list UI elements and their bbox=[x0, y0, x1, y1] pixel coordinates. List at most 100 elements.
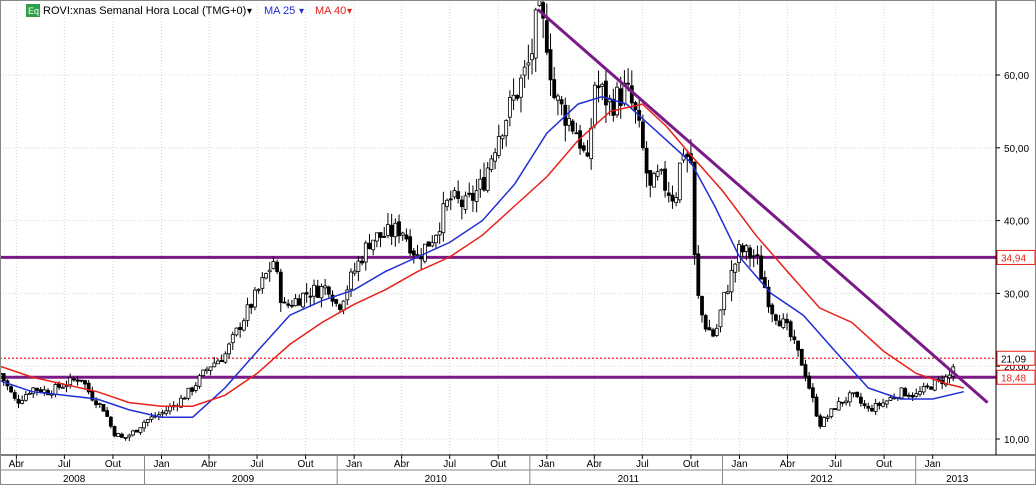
candle-body bbox=[216, 360, 220, 365]
candle-body bbox=[179, 397, 183, 408]
x-tick-label: Jul bbox=[251, 459, 264, 470]
candle-body bbox=[640, 121, 645, 149]
candle-body bbox=[467, 192, 472, 195]
candle-body bbox=[921, 386, 926, 393]
ma25-dropdown-icon[interactable]: ▾ bbox=[299, 6, 304, 17]
candle-body bbox=[60, 386, 65, 389]
candle-body bbox=[659, 169, 664, 172]
candle-body bbox=[914, 393, 919, 397]
x-tick-label: Jan bbox=[153, 459, 169, 470]
candle-body bbox=[677, 162, 682, 201]
candle-body bbox=[559, 99, 564, 105]
candle-body bbox=[515, 94, 520, 99]
candle-body bbox=[899, 387, 904, 399]
candle-body bbox=[374, 232, 379, 242]
candle-body bbox=[537, 0, 542, 7]
level-label: 18,48 bbox=[1001, 373, 1026, 384]
candle-body bbox=[208, 366, 213, 371]
candle-body bbox=[600, 83, 605, 87]
horizontal-levels bbox=[0, 255, 996, 379]
candle-body bbox=[393, 222, 398, 238]
candle-body bbox=[108, 416, 113, 427]
candle-body bbox=[840, 401, 845, 404]
candle-body bbox=[947, 374, 952, 379]
candle-body bbox=[378, 232, 383, 238]
candle-body bbox=[57, 383, 62, 388]
candle-body bbox=[53, 384, 58, 395]
candle-body bbox=[275, 261, 280, 272]
candle-body bbox=[762, 277, 767, 288]
candle-body bbox=[415, 254, 420, 256]
candle-body bbox=[301, 292, 305, 308]
candle-body bbox=[851, 392, 856, 395]
ma40-legend[interactable]: MA 40 bbox=[315, 5, 346, 17]
candle-body bbox=[533, 9, 538, 59]
candle-body bbox=[75, 379, 80, 382]
candle-body bbox=[245, 304, 250, 321]
candle-body bbox=[496, 136, 501, 156]
candle-body bbox=[83, 380, 87, 385]
candle-body bbox=[249, 304, 254, 308]
ma25-line bbox=[0, 96, 964, 418]
candle-body bbox=[814, 396, 819, 417]
x-tick-label: Out bbox=[105, 459, 121, 470]
candle-body bbox=[289, 304, 294, 307]
candle-body bbox=[134, 429, 139, 433]
instrument-dropdown-icon[interactable]: ▾ bbox=[247, 6, 252, 17]
candle-body bbox=[182, 397, 187, 400]
x-tick-label: Out bbox=[683, 459, 699, 470]
candle-body bbox=[227, 343, 231, 355]
candle-body bbox=[478, 178, 483, 190]
candle-body bbox=[456, 191, 461, 200]
candle-body bbox=[71, 378, 76, 381]
level-label-box bbox=[996, 249, 1036, 265]
candle-body bbox=[452, 189, 457, 198]
candle-body bbox=[570, 120, 575, 132]
candle-body bbox=[304, 292, 309, 295]
candle-body bbox=[448, 198, 453, 201]
ma25-legend[interactable]: MA 25 bbox=[264, 5, 295, 17]
equity-badge[interactable] bbox=[26, 4, 40, 17]
candle-body bbox=[97, 403, 102, 406]
candle-body bbox=[363, 242, 368, 263]
candle-body bbox=[256, 288, 261, 291]
candle-body bbox=[696, 253, 701, 296]
y-tick-label: 50,00 bbox=[1004, 144, 1029, 155]
candle-body bbox=[367, 242, 372, 250]
ma40-dropdown-icon[interactable]: ▾ bbox=[347, 6, 352, 17]
candle-body bbox=[541, 2, 546, 19]
candle-body bbox=[193, 385, 198, 391]
candle-body bbox=[253, 289, 257, 308]
candle-body bbox=[703, 315, 708, 330]
candle-body bbox=[925, 385, 930, 388]
candle-body bbox=[397, 221, 401, 237]
candle-body bbox=[552, 79, 557, 99]
candle-body bbox=[785, 318, 789, 324]
candle-body bbox=[748, 247, 752, 258]
candle-body bbox=[788, 321, 793, 338]
candle-body bbox=[822, 417, 826, 427]
candle-body bbox=[271, 261, 276, 269]
candle-body bbox=[12, 392, 17, 399]
candle-body bbox=[230, 334, 235, 344]
candle-body bbox=[485, 167, 490, 191]
candle-body bbox=[907, 394, 911, 397]
x-tick-label: Abr bbox=[201, 459, 217, 470]
candle-body bbox=[234, 327, 239, 336]
candle-body bbox=[463, 195, 468, 210]
candle-body bbox=[574, 132, 579, 135]
candle-body bbox=[744, 245, 749, 252]
candle-body bbox=[626, 82, 631, 85]
candle-body bbox=[349, 271, 353, 290]
instrument-title[interactable]: ROVI:xnas Semanal Hora Local (TMG+0) bbox=[43, 5, 246, 17]
candle-body bbox=[592, 84, 597, 126]
candle-body bbox=[371, 239, 376, 251]
candle-body bbox=[426, 241, 431, 247]
candle-body bbox=[829, 408, 834, 417]
candle-body bbox=[68, 377, 73, 386]
candle-body bbox=[581, 145, 586, 151]
candle-body bbox=[400, 232, 405, 236]
candle-body bbox=[345, 289, 350, 301]
y-tick-label: 40,00 bbox=[1004, 217, 1029, 228]
